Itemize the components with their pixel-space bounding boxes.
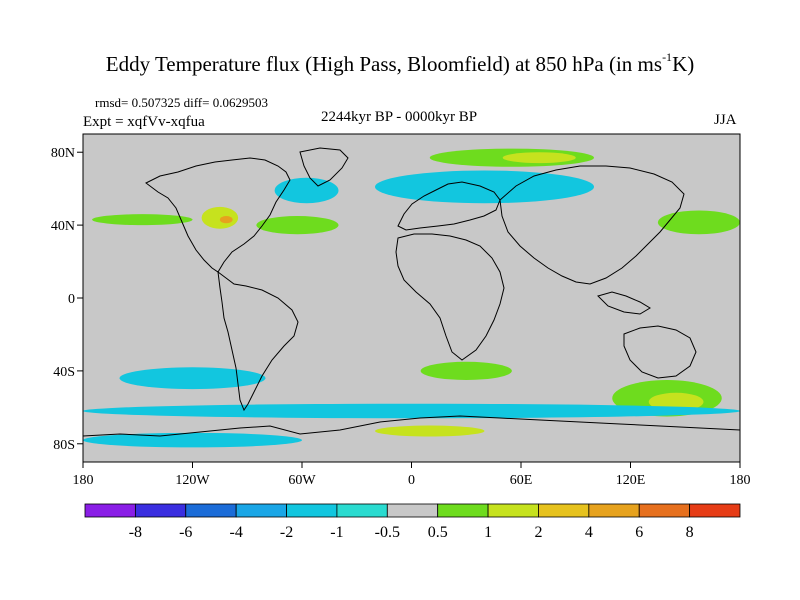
colorbar-label: -4 [229, 524, 242, 541]
colorbar-swatch [538, 503, 590, 518]
region-north-pacific-pos [92, 214, 193, 226]
region-arctic-siberia-core [502, 152, 576, 164]
colorbar-swatch [134, 503, 187, 518]
colorbar-swatch [588, 503, 640, 518]
colorbar-label: -0.5 [375, 524, 400, 541]
colorbar-label: 0.5 [428, 524, 448, 541]
stats-text: rmsd= 0.507325 diff= 0.0629503 [95, 95, 268, 110]
colorbar-swatch [487, 503, 539, 518]
lon-ticks: 180 120W 60W 0 60E 120E 180 [73, 462, 751, 488]
region-japan-pacific-pos [657, 210, 740, 235]
lon-tick-label: 120W [175, 473, 210, 488]
coast-europe [397, 181, 501, 231]
coast-antarctica [83, 415, 740, 437]
lon-tick-label: 180 [73, 473, 94, 488]
period-text: 2244kyr BP - 0000kyr BP [321, 109, 478, 125]
lat-tick-label: 40N [51, 219, 75, 234]
colorbar-label: 4 [585, 524, 593, 541]
region-ross-neg [83, 432, 302, 448]
lon-tick-label: 180 [730, 473, 751, 488]
colorbar-label: 1 [484, 524, 492, 541]
colorbar-swatch [638, 503, 691, 518]
lat-tick-label: 40S [53, 365, 75, 380]
expt-text: Expt = xqfVv-xqfua [83, 114, 205, 130]
lon-tick-label: 60E [510, 473, 533, 488]
plot-title: Eddy Temperature flux (High Pass, Bloomf… [0, 50, 800, 77]
title-main: Eddy Temperature flux (High Pass, Bloomf… [105, 52, 663, 76]
coast-africa [395, 233, 505, 361]
colorbar-swatch [84, 503, 136, 518]
region-eurasia-neg [375, 170, 594, 204]
coast-north-america [145, 157, 291, 273]
lat-tick-label: 80S [53, 438, 75, 453]
colorbar-swatch [336, 503, 388, 518]
lon-tick-label: 60W [288, 473, 316, 488]
colorbar-swatch [437, 503, 489, 518]
colorbar-swatch [185, 503, 237, 518]
coast-australia [623, 325, 697, 379]
coast-greenland [299, 147, 349, 187]
colorbar-swatch [689, 503, 741, 518]
region-south-atlantic-pos [420, 361, 512, 380]
coastlines [83, 147, 740, 437]
colorbar-label: 8 [686, 524, 694, 541]
lat-ticks: 80N 40N 0 40S 80S [51, 146, 83, 453]
season-text: JJA [714, 112, 737, 128]
colorbar-label: 6 [635, 524, 643, 541]
coast-asia [499, 165, 685, 285]
lat-tick-label: 0 [68, 292, 75, 307]
region-north-atlantic-pos [256, 216, 339, 235]
colorbar-label: -8 [129, 524, 142, 541]
colorbar-label: -6 [179, 524, 192, 541]
colorbar: -8 -6 -4 -2 -1 -0.5 0.5 1 2 4 6 8 [84, 503, 741, 541]
coast-south-america [217, 270, 299, 412]
title-sup: -1 [662, 50, 673, 64]
colorbar-swatch [235, 503, 287, 518]
region-southern-ocean-neg [83, 403, 740, 419]
colorbar-label: -1 [330, 524, 343, 541]
colorbar-label: -2 [280, 524, 293, 541]
coast-indonesia [597, 291, 651, 315]
lon-tick-label: 0 [408, 473, 415, 488]
colorbar-label: 2 [534, 524, 542, 541]
region-north-america-pos [201, 206, 239, 229]
region-weddell-pos [375, 425, 485, 437]
colorbar-swatch [386, 503, 439, 518]
colorbar-swatch [286, 503, 338, 518]
lat-tick-label: 80N [51, 146, 75, 161]
lon-tick-label: 120E [616, 473, 646, 488]
region-south-pacific-neg [119, 367, 266, 390]
title-end: K) [672, 52, 695, 76]
region-north-america-core [219, 216, 233, 224]
